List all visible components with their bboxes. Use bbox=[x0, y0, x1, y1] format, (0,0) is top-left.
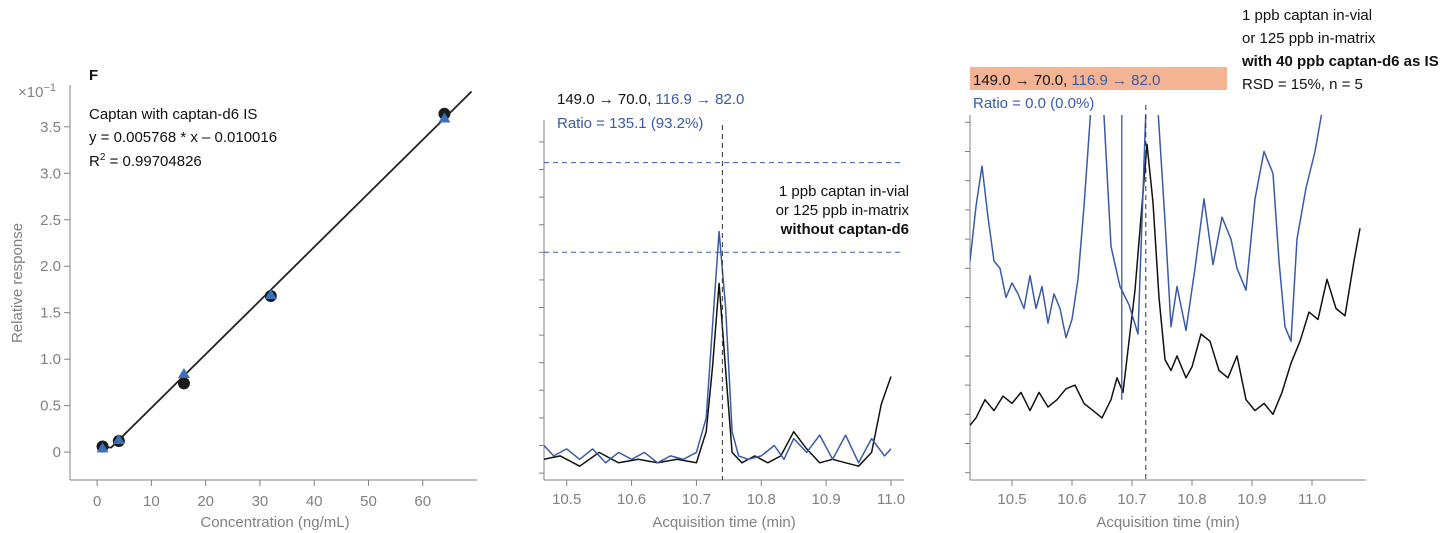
ion-highlight bbox=[970, 67, 1227, 90]
fit-equation: y = 0.005768 * x – 0.010016 bbox=[89, 129, 277, 146]
circle-point bbox=[177, 377, 190, 390]
note-line-2: or 125 ppb in-matrix bbox=[1242, 30, 1376, 47]
blue-trace bbox=[970, 115, 1323, 343]
x-axis-label: Acquisition time (min) bbox=[652, 514, 795, 531]
y-tick-label: 2.0 bbox=[40, 258, 61, 275]
chart-title: Captan with captan-d6 IS bbox=[89, 106, 257, 123]
note-line-bold: without captan-d6 bbox=[780, 221, 909, 238]
x-tick-label: 10.9 bbox=[1237, 491, 1266, 508]
note-line-1: 1 ppb captan in-vial bbox=[1242, 7, 1372, 24]
regression-line bbox=[110, 90, 473, 449]
x-tick-label: 60 bbox=[414, 493, 431, 510]
x-axis-label: Concentration (ng/mL) bbox=[200, 514, 349, 531]
x-tick-label: 10.8 bbox=[747, 491, 776, 508]
x-tick-label: 10.9 bbox=[812, 491, 841, 508]
x-tick-label: 10.6 bbox=[1057, 491, 1086, 508]
plot-body: 10.5 10.6 10.7 10.8 10.9 11.0 bbox=[539, 125, 905, 508]
traces bbox=[544, 230, 892, 467]
y-tick-label: 1.5 bbox=[40, 305, 61, 322]
ratio-text: Ratio = 135.1 (93.2%) bbox=[557, 115, 703, 132]
blue-trace bbox=[544, 230, 892, 464]
note-rsd: RSD = 15%, n = 5 bbox=[1242, 76, 1363, 93]
r-squared: R2 = 0.99704826 bbox=[89, 152, 202, 170]
plot-body: 10.5 10.6 10.7 10.8 10.9 11.0 bbox=[965, 105, 1361, 508]
black-trace bbox=[970, 143, 1361, 426]
note-line-1: 1 ppb captan in-vial bbox=[779, 183, 909, 200]
data-points bbox=[96, 107, 451, 453]
x-tick-label: 11.0 bbox=[1298, 491, 1326, 508]
x-tick-label: 10.5 bbox=[997, 491, 1026, 508]
note-line-bold: with 40 ppb captan-d6 as IS bbox=[1241, 53, 1439, 70]
triangle-point bbox=[96, 442, 109, 453]
panel-letter: F bbox=[89, 67, 98, 84]
x-tick-label: 10.7 bbox=[1117, 491, 1146, 508]
chromatogram-without-is: 149.0 → 70.0, 116.9 → 82.0 Ratio = 135.1… bbox=[539, 91, 909, 531]
note-line-2: or 125 ppb in-matrix bbox=[776, 202, 910, 219]
x-tick-label: 50 bbox=[360, 493, 377, 510]
x-tick-label: 40 bbox=[306, 493, 323, 510]
calibration-panel: F ×10−1 Captan with captan-d6 IS y = 0.0… bbox=[9, 67, 477, 531]
y-ticks: 0 0.5 1.0 1.5 2.0 2.5 3.0 3.5 bbox=[40, 119, 70, 461]
x-tick-label: 20 bbox=[197, 493, 214, 510]
triangle-point bbox=[438, 112, 451, 123]
triangle-point bbox=[112, 434, 125, 445]
traces bbox=[970, 115, 1361, 426]
x-tick-label: 10.5 bbox=[552, 491, 581, 508]
y-tick-label: 0.5 bbox=[40, 398, 61, 415]
x-ticks: 0 10 20 30 40 50 60 bbox=[93, 480, 431, 510]
black-trace bbox=[544, 282, 892, 467]
y-tick-label: 3.5 bbox=[40, 119, 61, 136]
triangle-point bbox=[264, 289, 277, 300]
y-multiplier: ×10−1 bbox=[18, 82, 56, 101]
y-tick-label: 2.5 bbox=[40, 212, 61, 229]
chromatogram-with-is: 149.0 → 70.0, 116.9 → 82.0 Ratio = 0.0 (… bbox=[965, 7, 1439, 531]
x-axis-label: Acquisition time (min) bbox=[1096, 514, 1239, 531]
x-tick-label: 0 bbox=[93, 493, 101, 510]
y-tick-label: 1.0 bbox=[40, 351, 61, 368]
x-tick-label: 11.0 bbox=[877, 491, 905, 508]
x-tick-label: 30 bbox=[252, 493, 269, 510]
x-tick-label: 10.7 bbox=[682, 491, 711, 508]
x-tick-label: 10.8 bbox=[1177, 491, 1206, 508]
y-axis-label: Relative response bbox=[9, 223, 26, 343]
ion-transitions: 149.0 → 70.0, 116.9 → 82.0 bbox=[973, 72, 1160, 89]
x-tick-label: 10.6 bbox=[617, 491, 646, 508]
x-tick-label: 10 bbox=[143, 493, 160, 510]
y-tick-label: 3.0 bbox=[40, 165, 61, 182]
triangle-point bbox=[177, 368, 190, 379]
ion-transitions: 149.0 → 70.0, 116.9 → 82.0 bbox=[557, 91, 744, 108]
y-tick-label: 0 bbox=[53, 444, 61, 461]
ratio-text: Ratio = 0.0 (0.0%) bbox=[973, 95, 1094, 112]
